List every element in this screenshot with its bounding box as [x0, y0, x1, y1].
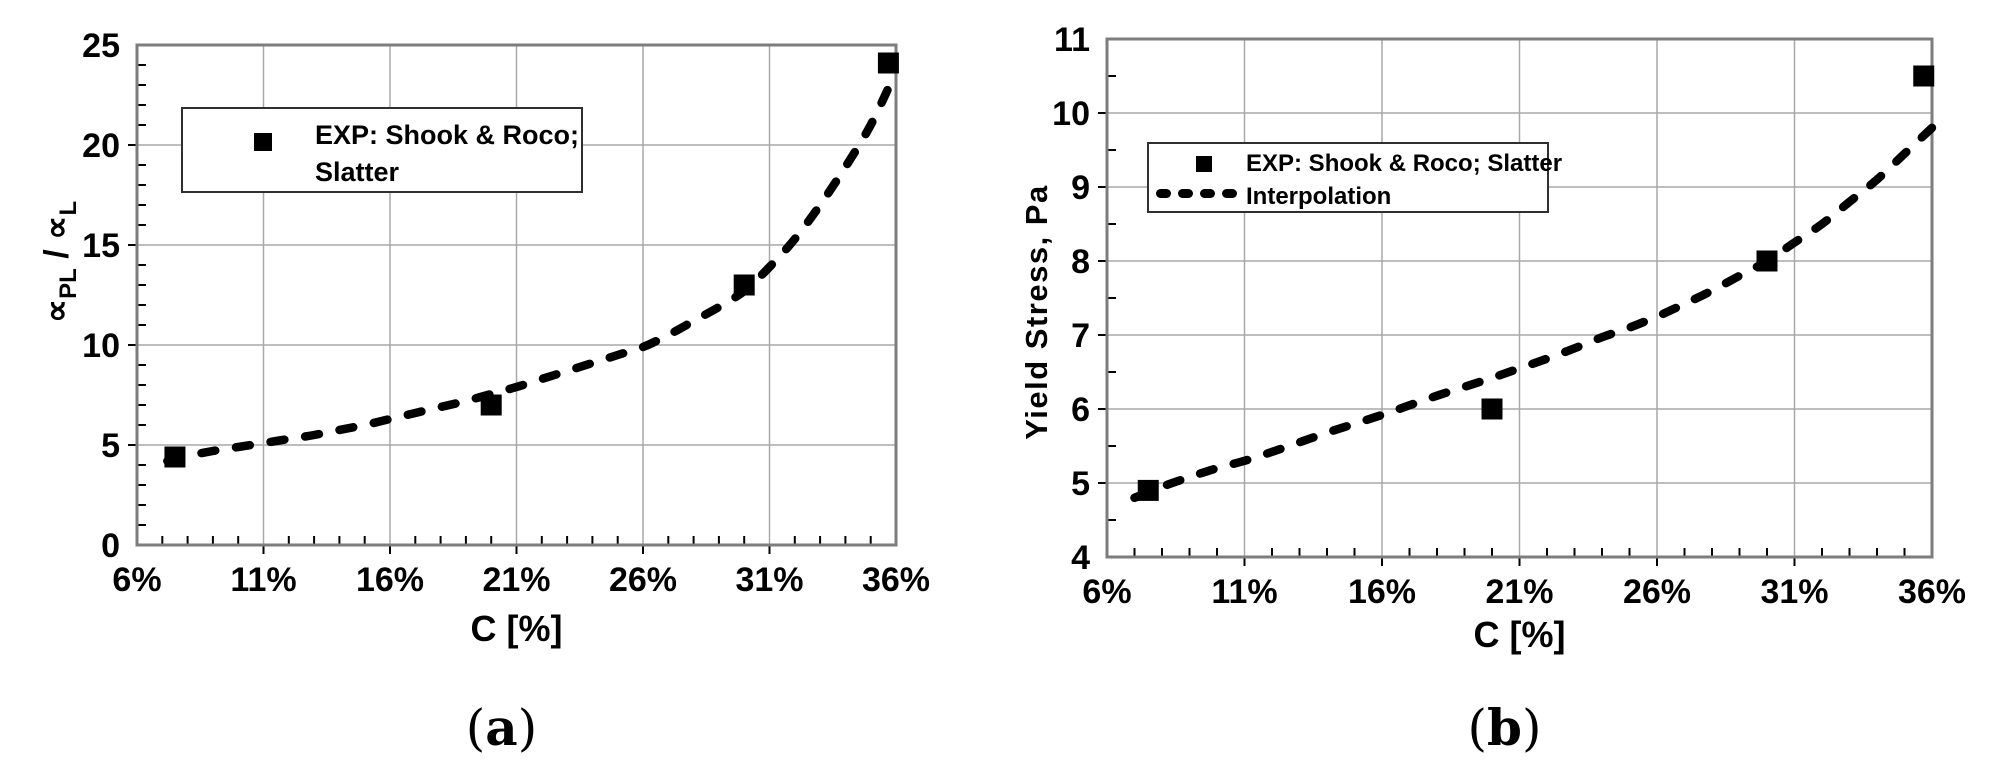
chart-a: 6% 11% 16% 21% 26% 31% 36% 0 5 10 15 20 25 ∝PL / ∝L …: [0, 27, 1003, 757]
caption-b-letter: b: [1487, 698, 1522, 757]
data-point-square: [1913, 65, 1935, 87]
y-tick-label: 6: [1071, 391, 1090, 429]
y-tick-label: 10: [82, 327, 120, 365]
gridlines: [1107, 39, 1932, 557]
caption-b: (b): [1003, 698, 2006, 757]
square-marker-icon: [254, 133, 272, 151]
data-point-square: [480, 394, 502, 416]
data-point-square: [733, 274, 755, 296]
data-points: [164, 52, 899, 468]
chart-a-legend: EXP: Shook & Roco; Slatter: [181, 107, 583, 193]
plot-frame: [135, 43, 898, 547]
caption-b-open-paren: (: [1467, 699, 1488, 757]
chart-b-x-axis-title: C [%]: [1473, 614, 1566, 655]
data-point-square: [1756, 250, 1778, 272]
x-tick-label: 26%: [1623, 573, 1691, 611]
x-tick-label: 21%: [1485, 573, 1553, 611]
chart-a-x-axis-title: C [%]: [470, 608, 563, 649]
tick-labels: 6% 11% 16% 21% 26% 31% 36% 0 5 10 15 20 25: [82, 27, 930, 599]
legend-b-label-exp: EXP: Shook & Roco; Slatter: [1246, 150, 1563, 177]
x-tick-label: 6%: [112, 561, 161, 599]
dashed-line-icon: [1156, 189, 1242, 198]
caption-a-close-paren: ): [517, 699, 538, 757]
x-tick-label: 11%: [1211, 573, 1277, 611]
y-tick-label: 9: [1071, 169, 1090, 207]
plot-frame: [1105, 37, 1934, 559]
y-tick-label: 11: [1054, 21, 1090, 59]
data-point-square: [1481, 398, 1503, 420]
interpolation-curve: [1130, 123, 1937, 503]
data-points: [1137, 65, 1935, 501]
y-tick-label: 8: [1071, 243, 1090, 281]
y-subscript-2: L: [54, 200, 82, 216]
chart-b-legend: EXP: Shook & Roco; Slatter Interpolation: [1147, 142, 1562, 213]
x-tick-label: 6%: [1082, 573, 1131, 611]
x-tick-label: 11%: [230, 561, 296, 599]
y-tick-label: 15: [82, 227, 120, 265]
data-point-square: [1137, 479, 1159, 501]
square-marker-icon: [1196, 156, 1212, 172]
y-tick-label: 20: [82, 127, 120, 165]
legend-b-label-interpolation: Interpolation: [1246, 183, 1392, 210]
chart-b: 6% 11% 16% 21% 26% 31% 36% 4 5 6 7 8 9 10 11 Yield Str…: [1003, 0, 2006, 778]
y-symbol-2: ∝: [38, 215, 77, 240]
caption-a-open-paren: (: [465, 699, 486, 757]
y-tick-label: 10: [1052, 95, 1090, 133]
caption-b-close-paren: ): [1521, 699, 1542, 757]
y-symbol-1: ∝: [38, 298, 77, 324]
y-tick-label: 25: [82, 27, 120, 65]
chart-a-y-axis-title: ∝PL / ∝L: [37, 201, 83, 323]
interpolation-curve: [163, 72, 898, 466]
x-tick-label: 36%: [1898, 573, 1966, 611]
y-tick-label: 0: [101, 527, 120, 565]
x-tick-label: 21%: [482, 561, 550, 599]
legend-a-label-line1: EXP: Shook & Roco;: [315, 120, 580, 150]
tick-labels: 6% 11% 16% 21% 26% 31% 36% 4 5 6 7 8 9 10 11: [1052, 21, 1966, 611]
chart-b-plot-area: 6% 11% 16% 21% 26% 31% 36% 4 5 6 7 8 9 10 11: [1052, 21, 1966, 611]
y-tick-label: 4: [1071, 539, 1090, 577]
data-point-square: [877, 52, 899, 74]
x-tick-label: 16%: [1348, 573, 1416, 611]
y-tick-label: 5: [101, 427, 120, 465]
chart-a-plot-area: 6% 11% 16% 21% 26% 31% 36% 0 5 10 15 20 25: [82, 27, 930, 599]
caption-a: (a): [0, 698, 1003, 757]
chart-b-y-axis-title: Yield Stress, Pa: [1019, 184, 1054, 440]
caption-a-letter: a: [485, 698, 518, 757]
x-tick-label: 26%: [609, 561, 677, 599]
x-tick-label: 36%: [862, 561, 930, 599]
y-tick-label: 5: [1071, 465, 1090, 503]
legend-a-label-line2: Slatter: [315, 157, 400, 187]
x-tick-label: 31%: [1760, 573, 1828, 611]
x-tick-label: 16%: [356, 561, 424, 599]
x-tick-label: 31%: [735, 561, 803, 599]
data-point-square: [164, 446, 186, 468]
y-subscript-1: PL: [54, 268, 82, 299]
y-tick-label: 7: [1071, 317, 1090, 355]
y-separator: /: [38, 239, 77, 269]
